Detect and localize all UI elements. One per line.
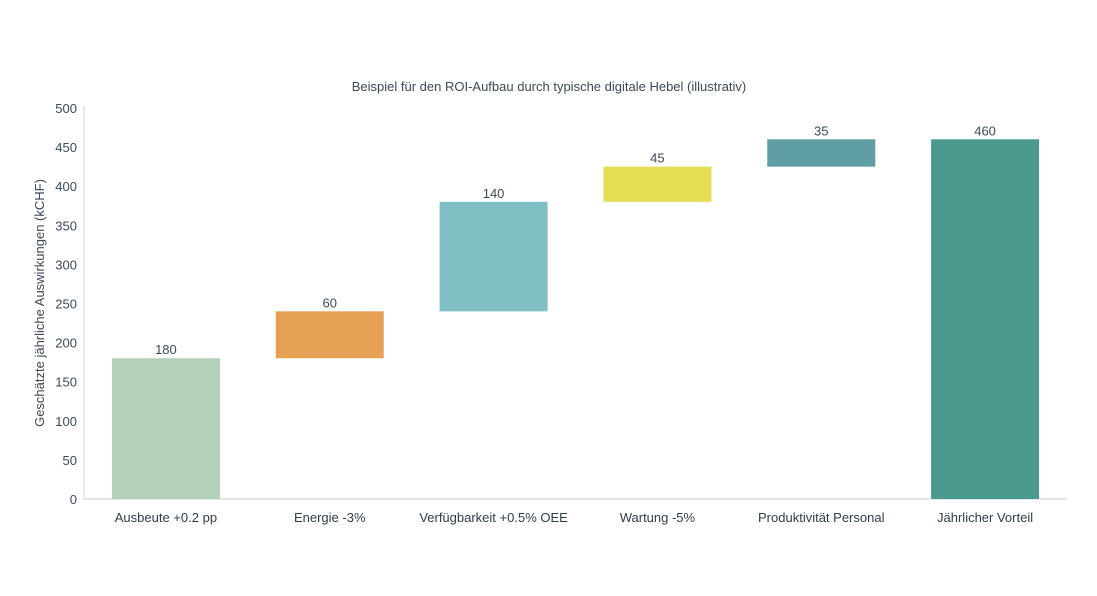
value-label: 180 bbox=[155, 342, 177, 357]
y-tick-label: 500 bbox=[55, 101, 77, 116]
y-ticks: 0 50 100 150 200 250 300 350 400 450 500 bbox=[55, 101, 77, 507]
value-label: 60 bbox=[323, 295, 337, 310]
y-tick-label: 100 bbox=[55, 414, 77, 429]
x-tick-label: Energie -3% bbox=[294, 510, 366, 525]
value-label: 140 bbox=[483, 186, 505, 201]
bar-4 bbox=[603, 166, 712, 202]
value-label: 35 bbox=[814, 123, 828, 138]
value-label: 460 bbox=[974, 123, 996, 138]
y-tick-label: 400 bbox=[55, 179, 77, 194]
x-tick-label: Verfügbarkeit +0.5% OEE bbox=[419, 510, 568, 525]
y-tick-label: 350 bbox=[55, 218, 77, 233]
bar-2 bbox=[275, 311, 384, 359]
x-tick-label: Wartung -5% bbox=[620, 510, 696, 525]
y-tick-label: 50 bbox=[63, 453, 77, 468]
y-axis-label: Geschätzte jährliche Auswirkungen (kCHF) bbox=[32, 179, 47, 427]
chart-title: Beispiel für den ROI-Aufbau durch typisc… bbox=[352, 79, 747, 94]
y-tick-label: 150 bbox=[55, 375, 77, 390]
x-tick-label: Jährlicher Vorteil bbox=[937, 510, 1033, 525]
y-tick-label: 450 bbox=[55, 140, 77, 155]
bar-5 bbox=[767, 139, 876, 167]
bar-6 bbox=[931, 139, 1040, 499]
value-label: 45 bbox=[650, 151, 664, 166]
category-labels: Ausbeute +0.2 pp Energie -3% Verfügbarkeit… bbox=[115, 510, 1033, 525]
bar-3 bbox=[439, 201, 548, 312]
bars: 180 60 140 45 35 460 bbox=[111, 123, 1040, 499]
y-tick-label: 200 bbox=[55, 336, 77, 351]
y-tick-label: 300 bbox=[55, 257, 77, 272]
y-tick-label: 0 bbox=[70, 492, 77, 507]
x-tick-label: Produktivität Personal bbox=[758, 510, 885, 525]
y-tick-label: 250 bbox=[55, 297, 77, 312]
bar-1 bbox=[111, 358, 220, 499]
x-tick-label: Ausbeute +0.2 pp bbox=[115, 510, 217, 525]
